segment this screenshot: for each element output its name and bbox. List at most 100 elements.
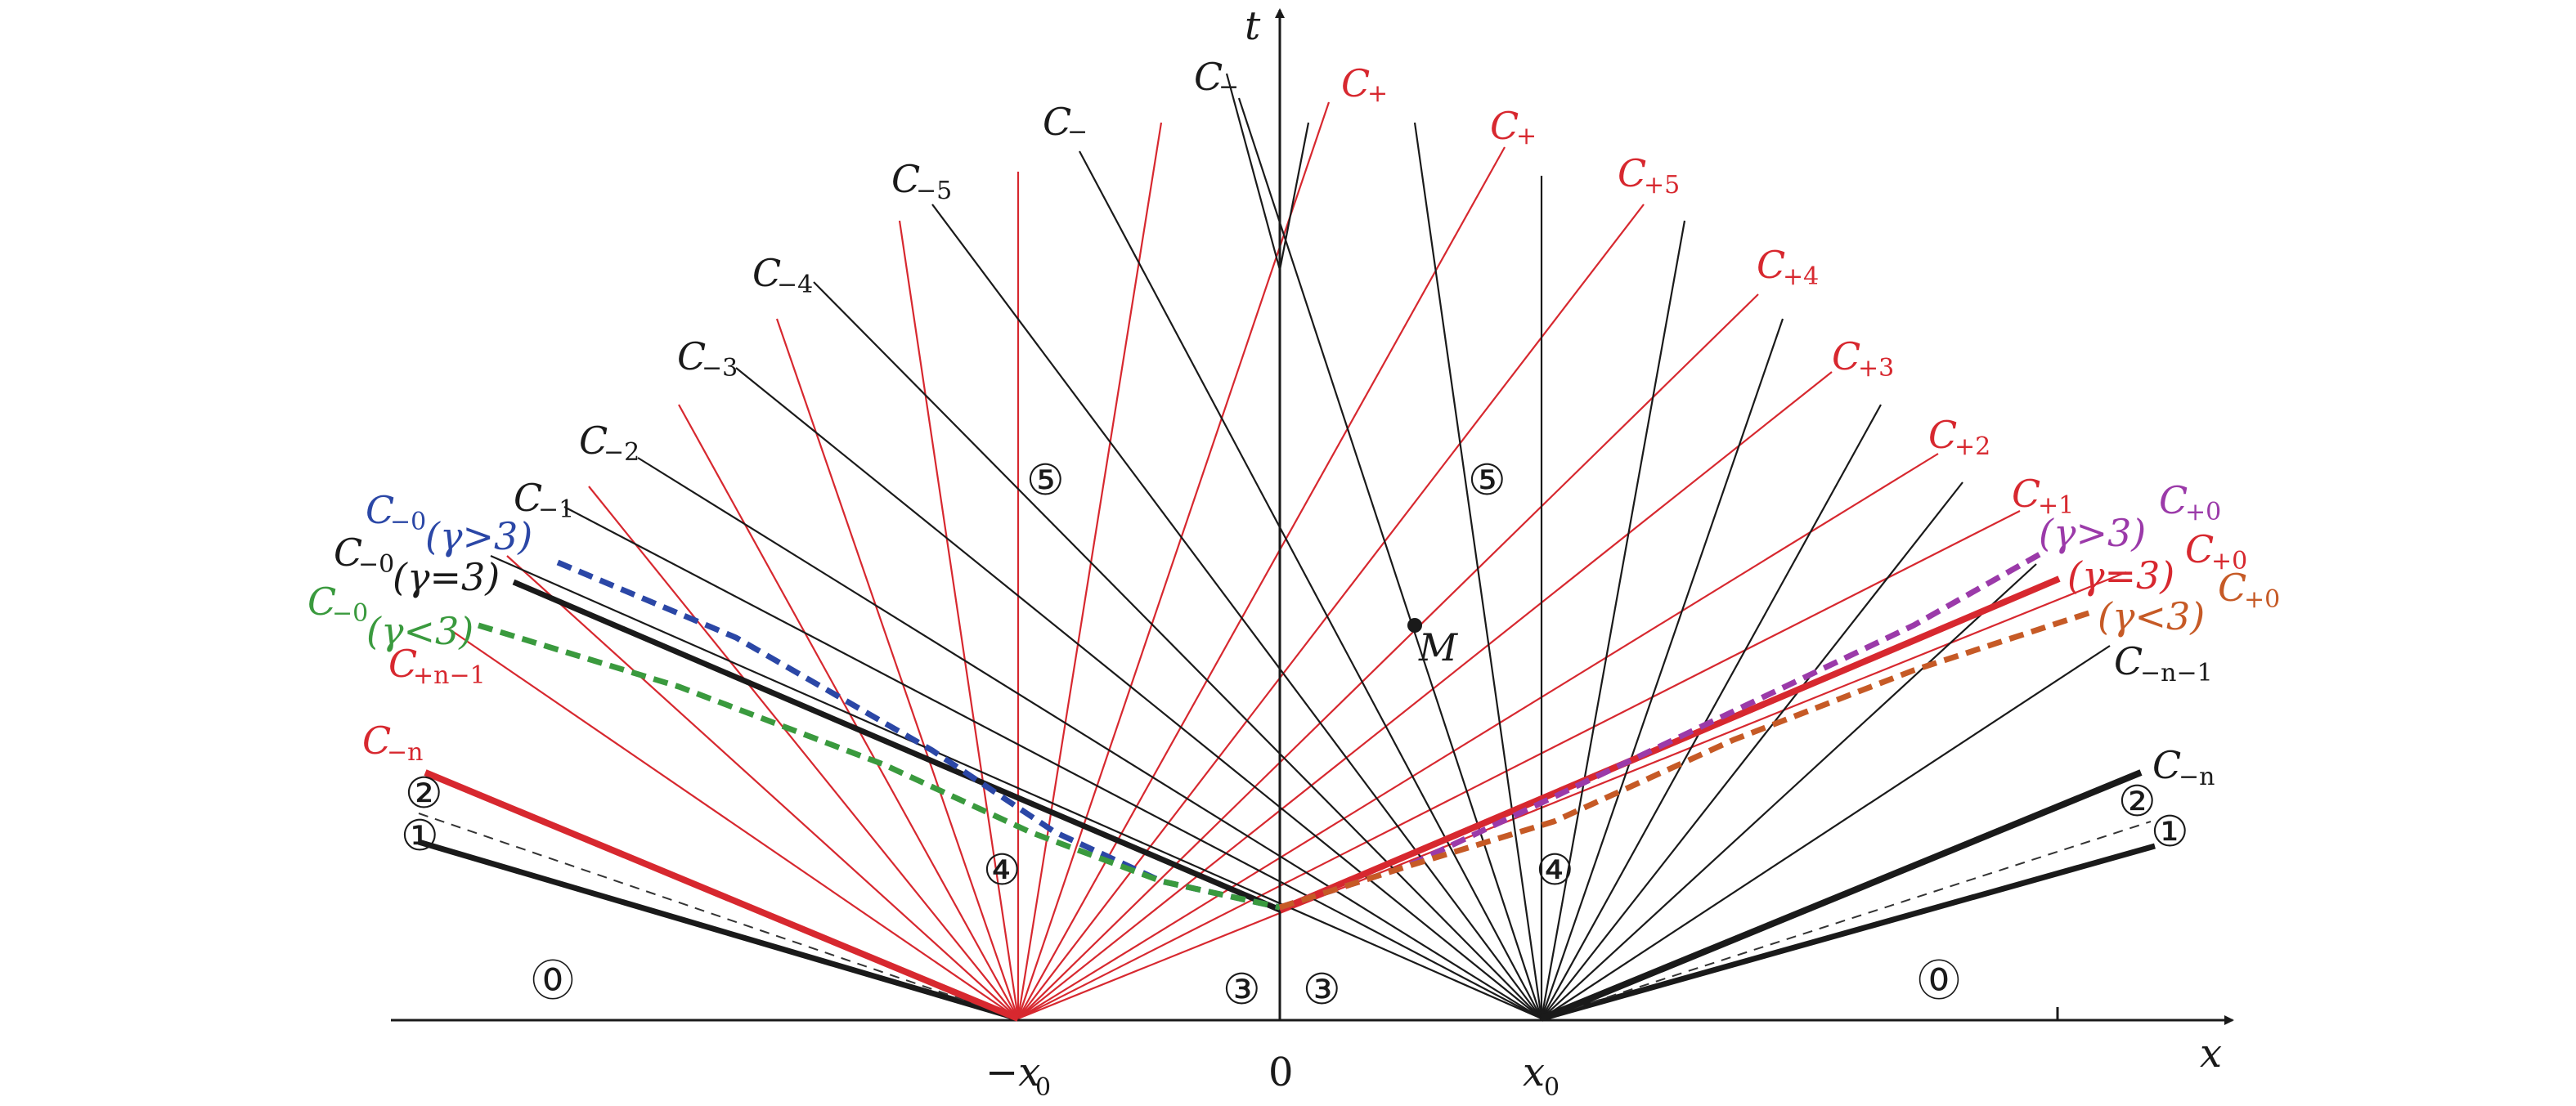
fan-line-red-left-1 — [1016, 122, 1163, 1019]
svg-text:C: C — [1043, 100, 1071, 144]
fan-line-red-left-13 — [588, 486, 1019, 1019]
svg-text:+5: +5 — [1644, 171, 1680, 199]
svg-text:0: 0 — [1035, 1073, 1051, 1102]
svg-text:+n−1: +n−1 — [413, 661, 486, 690]
fan-line-black-right-9 — [490, 554, 1542, 1020]
svg-text:−: − — [1218, 73, 1239, 101]
fan-line-red-left-4 — [1017, 204, 1645, 1019]
svg-text:−5: −5 — [916, 177, 952, 205]
svg-text:C: C — [2159, 478, 2188, 522]
svg-text:(γ<3): (γ<3) — [2098, 594, 2205, 638]
svg-text:−n: −n — [387, 738, 423, 767]
c-plus-0-gamma-lt-3-line — [1278, 608, 2095, 911]
boundary-black-right-lower — [1541, 843, 2156, 1022]
fan-line-red-left-7 — [1017, 453, 1939, 1019]
fan-line-red-left-11 — [775, 318, 1020, 1019]
label-c-plus-top-2: C+ — [1490, 104, 1537, 150]
svg-text:−n: −n — [2179, 763, 2215, 791]
svg-text:C: C — [1341, 61, 1370, 105]
label-c-minus-n-right: C−n — [2152, 743, 2215, 791]
boundary-dashed-left — [418, 813, 1019, 1019]
boundary-red-left-c-minus-n — [424, 769, 1020, 1022]
fan-line-black-right-12 — [1541, 404, 1882, 1019]
svg-text:−n−1: −n−1 — [2140, 659, 2213, 687]
label-c-plus-2: C+2 — [1928, 413, 1990, 461]
svg-text:−4: −4 — [777, 271, 813, 299]
fan-line-black-right-10 — [1540, 220, 1686, 1019]
label-c-minus-top-1: C− — [1194, 55, 1239, 101]
boundary-lines — [418, 549, 2156, 1022]
region-3-right: ③ — [1303, 965, 1341, 1014]
fan-line-black-right-11 — [1540, 318, 1784, 1019]
label-c-minus-4: C−4 — [752, 251, 813, 299]
svg-text:+2: +2 — [1954, 432, 1990, 461]
svg-text:+0: +0 — [2211, 547, 2247, 575]
svg-text:+0: +0 — [2244, 585, 2280, 614]
svg-text:C: C — [2114, 639, 2143, 683]
c-plus-0-gamma-gt-3-line — [1278, 549, 2044, 911]
label-c-plus-3: C+3 — [1832, 334, 1894, 383]
t-axis-label: t — [1245, 3, 1261, 49]
label-c-plus-0-gamma-eq-3: C +0 (γ=3) — [2067, 527, 2247, 598]
label-c-plus-1: C+1 — [2012, 472, 2074, 520]
fan-line-black-right-5 — [813, 281, 1542, 1019]
svg-text:+3: +3 — [1858, 354, 1894, 383]
label-c-minus-top-2: C− — [1043, 100, 1088, 146]
fan-line-red-left-9 — [1017, 571, 2127, 1020]
svg-text:C: C — [1618, 151, 1646, 195]
c-minus-0-gamma-3-line — [512, 579, 1281, 913]
svg-text:x: x — [1523, 1050, 1545, 1095]
c-minus-labels: C− C− C−5 C−4 C−3 C−2 C−1 C −0 (γ>3) C −… — [307, 55, 1239, 767]
region-1-left: ① — [401, 812, 439, 861]
svg-text:−: − — [1067, 118, 1088, 146]
label-c-minus-2: C−2 — [579, 419, 640, 467]
region-1-right: ① — [2151, 808, 2189, 857]
c-plus-labels: C+ C+ C+5 C+4 C+3 C+2 C+1 C +0 (γ>3) C +… — [1341, 61, 2280, 791]
c-minus-0-gamma-lt-3-line — [477, 622, 1281, 911]
tick-pos-x0: x 0 — [1523, 1050, 1560, 1102]
svg-text:−0: −0 — [332, 599, 368, 628]
svg-text:(γ>3): (γ>3) — [2039, 511, 2146, 555]
region-3-left: ③ — [1223, 965, 1261, 1014]
fan-line-black-interior-0 — [1278, 122, 1310, 271]
svg-text:−x: −x — [985, 1050, 1040, 1095]
svg-text:C: C — [514, 476, 542, 520]
svg-text:−0: −0 — [390, 508, 426, 536]
svg-text:0: 0 — [1544, 1073, 1560, 1102]
label-c-plus-4: C+4 — [1757, 243, 1819, 291]
fan-line-red-left-3 — [1017, 146, 1506, 1019]
svg-text:(γ=3): (γ=3) — [2067, 553, 2174, 598]
label-c-minus-5: C−5 — [891, 157, 952, 205]
svg-text:C: C — [752, 251, 781, 295]
tick-zero: 0 — [1268, 1050, 1294, 1095]
fan-line-red-left-10 — [898, 220, 1020, 1019]
region-5-left: ⑤ — [1026, 456, 1065, 505]
fan-line-red-left-2 — [1016, 101, 1331, 1019]
svg-text:+0: +0 — [2185, 498, 2221, 526]
svg-text:C: C — [579, 419, 608, 463]
svg-text:C: C — [677, 334, 706, 378]
label-c-plus-5: C+5 — [1618, 151, 1680, 199]
fan-line-black-right-2 — [1237, 97, 1543, 1019]
region-2-left: ② — [405, 769, 443, 818]
point-m-marker — [1407, 618, 1422, 633]
fan-line-black-right-15 — [1541, 645, 2111, 1019]
fan-line-red-left-6 — [1017, 371, 1833, 1019]
region-4-right: ④ — [1536, 846, 1574, 895]
svg-text:+: + — [1516, 122, 1537, 150]
svg-text:C: C — [307, 580, 336, 624]
fan-line-red-left-5 — [1017, 293, 1759, 1019]
svg-text:C: C — [366, 488, 394, 532]
svg-text:−0: −0 — [358, 550, 394, 579]
fan-line-black-right-8 — [563, 506, 1542, 1019]
svg-text:C: C — [1490, 104, 1519, 148]
region-0-right: ⓪ — [1918, 957, 1960, 1006]
label-c-plus-top-1: C+ — [1341, 61, 1388, 108]
fan-line-black-right-13 — [1541, 481, 1963, 1019]
region-4-left: ④ — [983, 846, 1021, 895]
svg-text:C: C — [388, 642, 417, 686]
characteristic-fan-lines — [449, 73, 2127, 1020]
svg-text:C: C — [2012, 472, 2040, 516]
label-c-minus-n-left: C−n — [362, 719, 423, 767]
